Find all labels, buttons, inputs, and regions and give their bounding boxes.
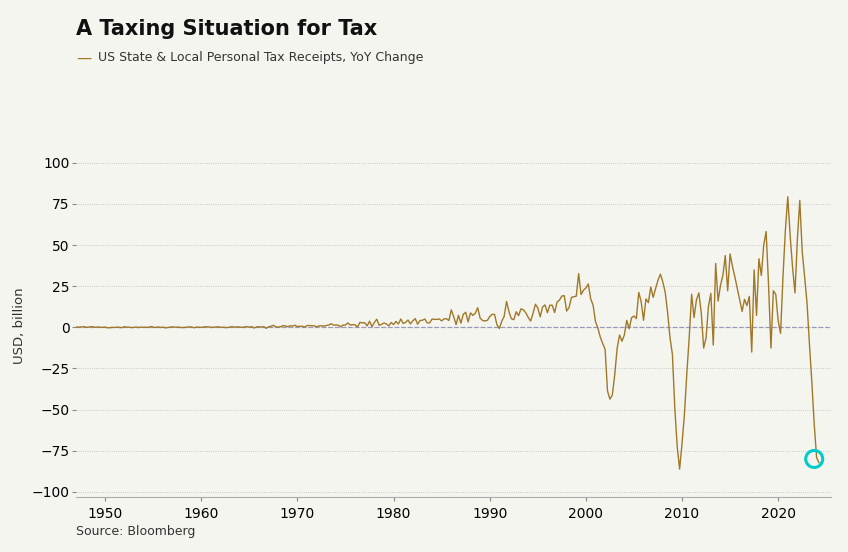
Text: A Taxing Situation for Tax: A Taxing Situation for Tax: [76, 19, 377, 39]
Y-axis label: USD, billion: USD, billion: [13, 288, 25, 364]
Text: Source: Bloomberg: Source: Bloomberg: [76, 525, 196, 538]
Text: US State & Local Personal Tax Receipts, YoY Change: US State & Local Personal Tax Receipts, …: [98, 51, 423, 65]
Point: [807, 454, 821, 463]
Text: —: —: [76, 50, 92, 66]
